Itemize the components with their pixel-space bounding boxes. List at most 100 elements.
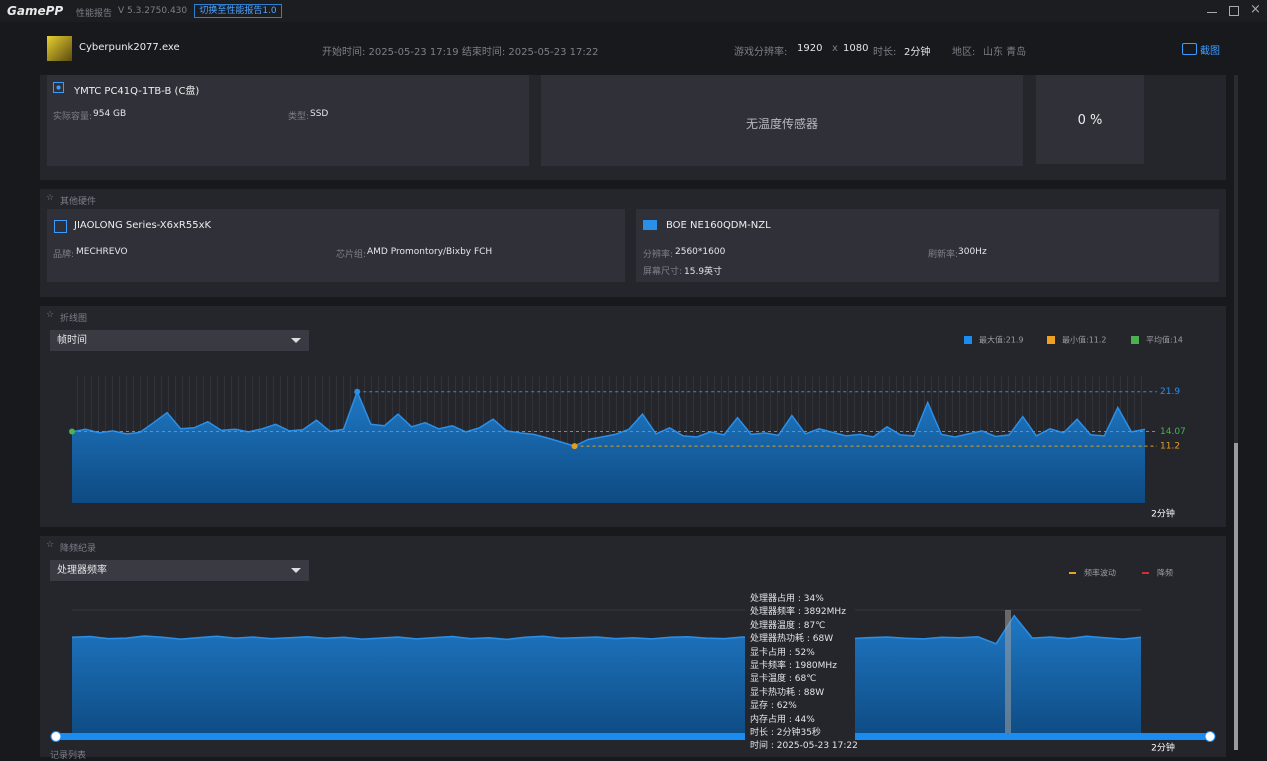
res-label: 游戏分辨率: [734,47,788,58]
section-title: 其他硬件 [60,197,97,207]
disk-name: YMTC PC41Q-1TB-B (C盘) [74,86,200,97]
tooltip-line: 显卡占用 : 52% [750,647,815,658]
metric-dropdown[interactable]: 处理器频率 [50,560,309,581]
line [71,614,1142,645]
capacity: 954 GB [93,109,127,119]
minimize[interactable] [1207,12,1217,13]
screenshot-button[interactable]: 截图 [1200,46,1220,57]
tooltip-line: 显卡温度 : 68℃ [750,674,817,685]
chipset: AMD Promontory/Bixby FCH [367,247,493,257]
res-label: 分辨率: [643,250,674,260]
tooltip-line: 时间 : 2025-05-23 17:22 [750,741,858,752]
legend-label: 平均值:14 [1146,335,1183,345]
reference-label: 21.9 [1160,387,1180,397]
tooltip-line: 内存占用 : 44% [750,714,815,725]
tooltip-line: 处理器占用 : 34% [750,594,824,604]
region: 山东 青岛 [983,47,1027,58]
exe-name: Cyberpunk2077.exe [79,42,180,53]
legend-label: 最大值:21.9 [979,335,1024,345]
legend-label: 降频 [1157,568,1173,578]
rate-label: 刷新率: [928,250,959,260]
res-x: x [832,43,838,54]
no-sensor: 无温度传感器 [745,117,818,131]
section-star: ☆ [46,193,55,203]
tooltip-line: 时长 : 2分钟35秒 [750,728,821,738]
board-card [47,209,625,282]
legend-label: 最小值:11.2 [1062,335,1107,345]
res-height: 1080 [843,43,869,54]
usage-card [1036,75,1144,164]
board-name: JIAOLONG Series-X6xR55xK [74,220,212,231]
legend-swatch [1069,572,1076,574]
app-name: 性能报告 [76,9,113,19]
time-range: 开始时间: 2025-05-23 17:19 结束时间: 2025-05-23 … [322,47,599,58]
area-fill [72,391,1145,503]
duration: 2分钟 [904,47,931,58]
reference-label: 11.2 [1160,442,1180,452]
scroll-thumb[interactable] [1234,443,1238,750]
brand-label: 品牌: [53,250,75,260]
res-width: 1920 [797,43,823,54]
legend-swatch [1047,336,1055,344]
tooltip: 处理器占用 : 34% 处理器频率 : 3892MHz 处理器温度 : 87℃ 处理器… [745,590,858,752]
camera-icon[interactable] [1182,43,1197,55]
screen-name: BOE NE160QDM-NZL [666,220,771,231]
tooltip-line: 显存 : 62% [750,701,797,712]
screen-icon [643,220,657,230]
section-title: 折线图 [60,314,88,324]
refresh-rate: 300Hz [958,247,987,257]
disk-icon [53,82,64,93]
temp-card [541,75,1023,166]
reference-point [69,428,75,435]
tooltip-line: 处理器热功耗 : 68W [750,634,834,645]
legend-swatch [1131,336,1139,344]
switch-button[interactable]: 切换至性能报告1.0 [194,4,282,18]
scrollbar[interactable] [1234,75,1238,750]
slider-handle[interactable] [50,731,62,742]
reference-point [354,388,361,395]
x-end-label: 2分钟 [1151,742,1175,754]
tooltip-line: 显卡频率 : 1980MHz [750,661,837,671]
type-label: 类型: [288,112,310,122]
x-end-label: 2分钟 [1151,508,1175,520]
reference-point [571,443,578,450]
tooltip-line: 处理器温度 : 87℃ [750,620,826,631]
title-bar [0,0,1267,22]
slider-handle[interactable] [1204,731,1216,742]
cap-label: 实际容量: [53,112,93,122]
logo: GamePP [7,4,64,18]
reference-label: 14.07 [1160,427,1186,437]
record-list: 记录列表 [50,751,87,761]
tooltip-line: 显卡热功耗 : 88W [750,687,825,698]
region-label: 地区: [952,47,976,58]
legend-swatch [1142,572,1149,574]
close[interactable]: × [1250,2,1261,17]
time-slider [55,733,1210,740]
section-star: ☆ [46,310,55,320]
section-title: 降频纪录 [60,544,97,554]
legend-swatch [964,336,972,344]
game-icon [47,36,72,61]
brand: MECHREVO [76,247,128,257]
disk-type: SSD [310,109,329,119]
legend-label: 频率波动 [1084,568,1116,578]
tooltip-line: 处理器频率 : 3892MHz [750,607,846,618]
duration-label: 时长: [873,47,897,58]
metric-dropdown[interactable]: 帧时间 [50,330,309,351]
usage: 0 % [1077,113,1103,128]
screen-size: 15.9英寸 [684,267,723,277]
size-label: 屏幕尺寸: [643,267,683,277]
version: V 5.3.2750.430 [118,6,188,16]
maximize[interactable] [1229,6,1239,16]
board-icon [54,220,67,233]
line [71,389,1146,447]
cursor [1005,610,1011,740]
area-fill [72,615,1141,740]
chip-label: 芯片组: [336,250,367,260]
screen-card [636,209,1219,282]
screen-res: 2560*1600 [675,247,726,257]
section-star: ☆ [46,540,55,550]
disk-card [47,75,529,166]
